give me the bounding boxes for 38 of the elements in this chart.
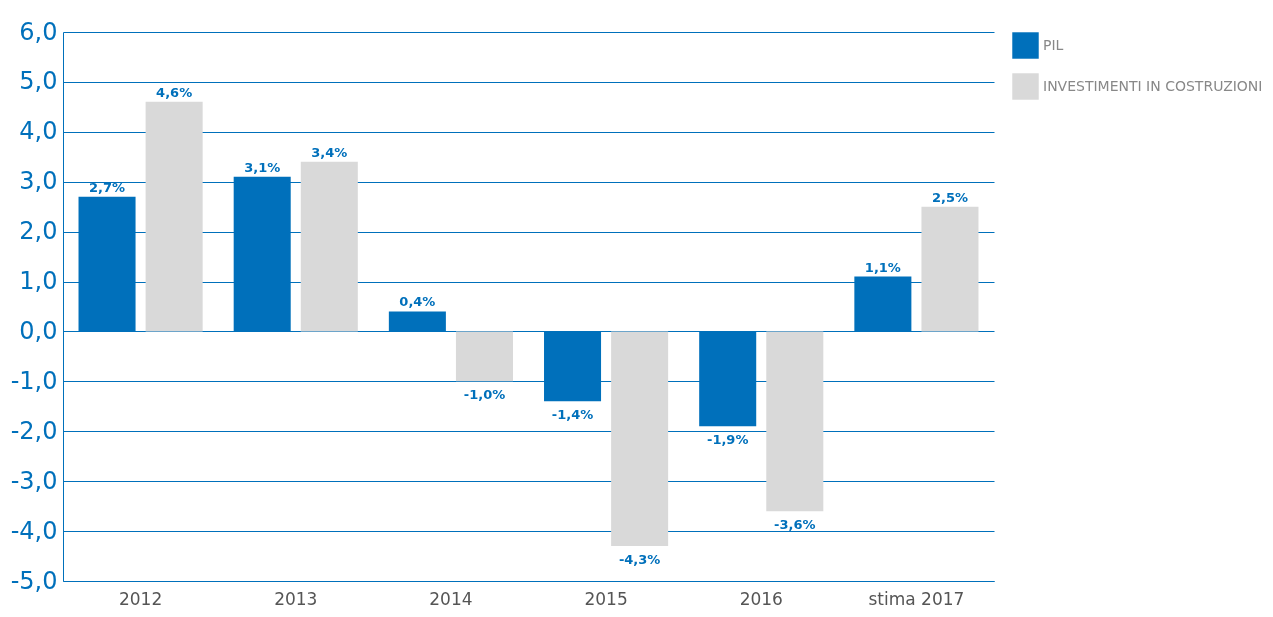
y-tick-label: -5,0 xyxy=(10,566,58,595)
x-tick-label: 2012 xyxy=(118,588,163,609)
legend-label: PIL xyxy=(1043,36,1064,53)
bar xyxy=(455,331,513,382)
data-label: -1,9% xyxy=(706,432,749,448)
y-tick-label: -2,0 xyxy=(10,416,58,445)
x-tick-label: 2013 xyxy=(274,588,318,609)
bar xyxy=(921,206,979,332)
x-tick-label: 2016 xyxy=(739,588,783,609)
bar xyxy=(300,161,358,332)
y-tick-label: 4,0 xyxy=(19,117,58,146)
bar xyxy=(611,331,669,547)
bar xyxy=(145,101,203,332)
x-tick-label: stima 2017 xyxy=(868,588,965,609)
y-tick-label: 0,0 xyxy=(19,316,58,345)
bar xyxy=(766,331,824,512)
y-tick-label: -3,0 xyxy=(10,466,58,495)
legend-label: INVESTIMENTI IN COSTRUZIONI xyxy=(1043,77,1263,94)
y-tick-label: 6,0 xyxy=(19,17,58,46)
data-label: 4,6% xyxy=(156,84,193,100)
data-label: -1,0% xyxy=(463,387,506,403)
y-tick-label: 3,0 xyxy=(19,167,58,196)
data-label: -3,6% xyxy=(774,517,816,533)
x-tick-label: 2014 xyxy=(429,588,473,609)
y-tick-label: -4,0 xyxy=(10,516,58,545)
x-tick-label: 2015 xyxy=(584,588,628,609)
data-label: 3,4% xyxy=(311,144,348,160)
y-tick-label: -1,0 xyxy=(10,366,58,395)
data-label: 0,4% xyxy=(399,294,436,310)
data-label: 2,5% xyxy=(931,189,968,205)
y-tick-label: 2,0 xyxy=(19,217,58,246)
y-tick-label: 1,0 xyxy=(19,267,58,296)
data-label: 1,1% xyxy=(864,259,901,275)
data-label: -4,3% xyxy=(618,552,661,568)
data-label: -1,4% xyxy=(551,407,594,423)
y-tick-label: 5,0 xyxy=(19,67,58,96)
data-label: 3,1% xyxy=(244,159,281,175)
data-label: 2,7% xyxy=(89,179,126,195)
